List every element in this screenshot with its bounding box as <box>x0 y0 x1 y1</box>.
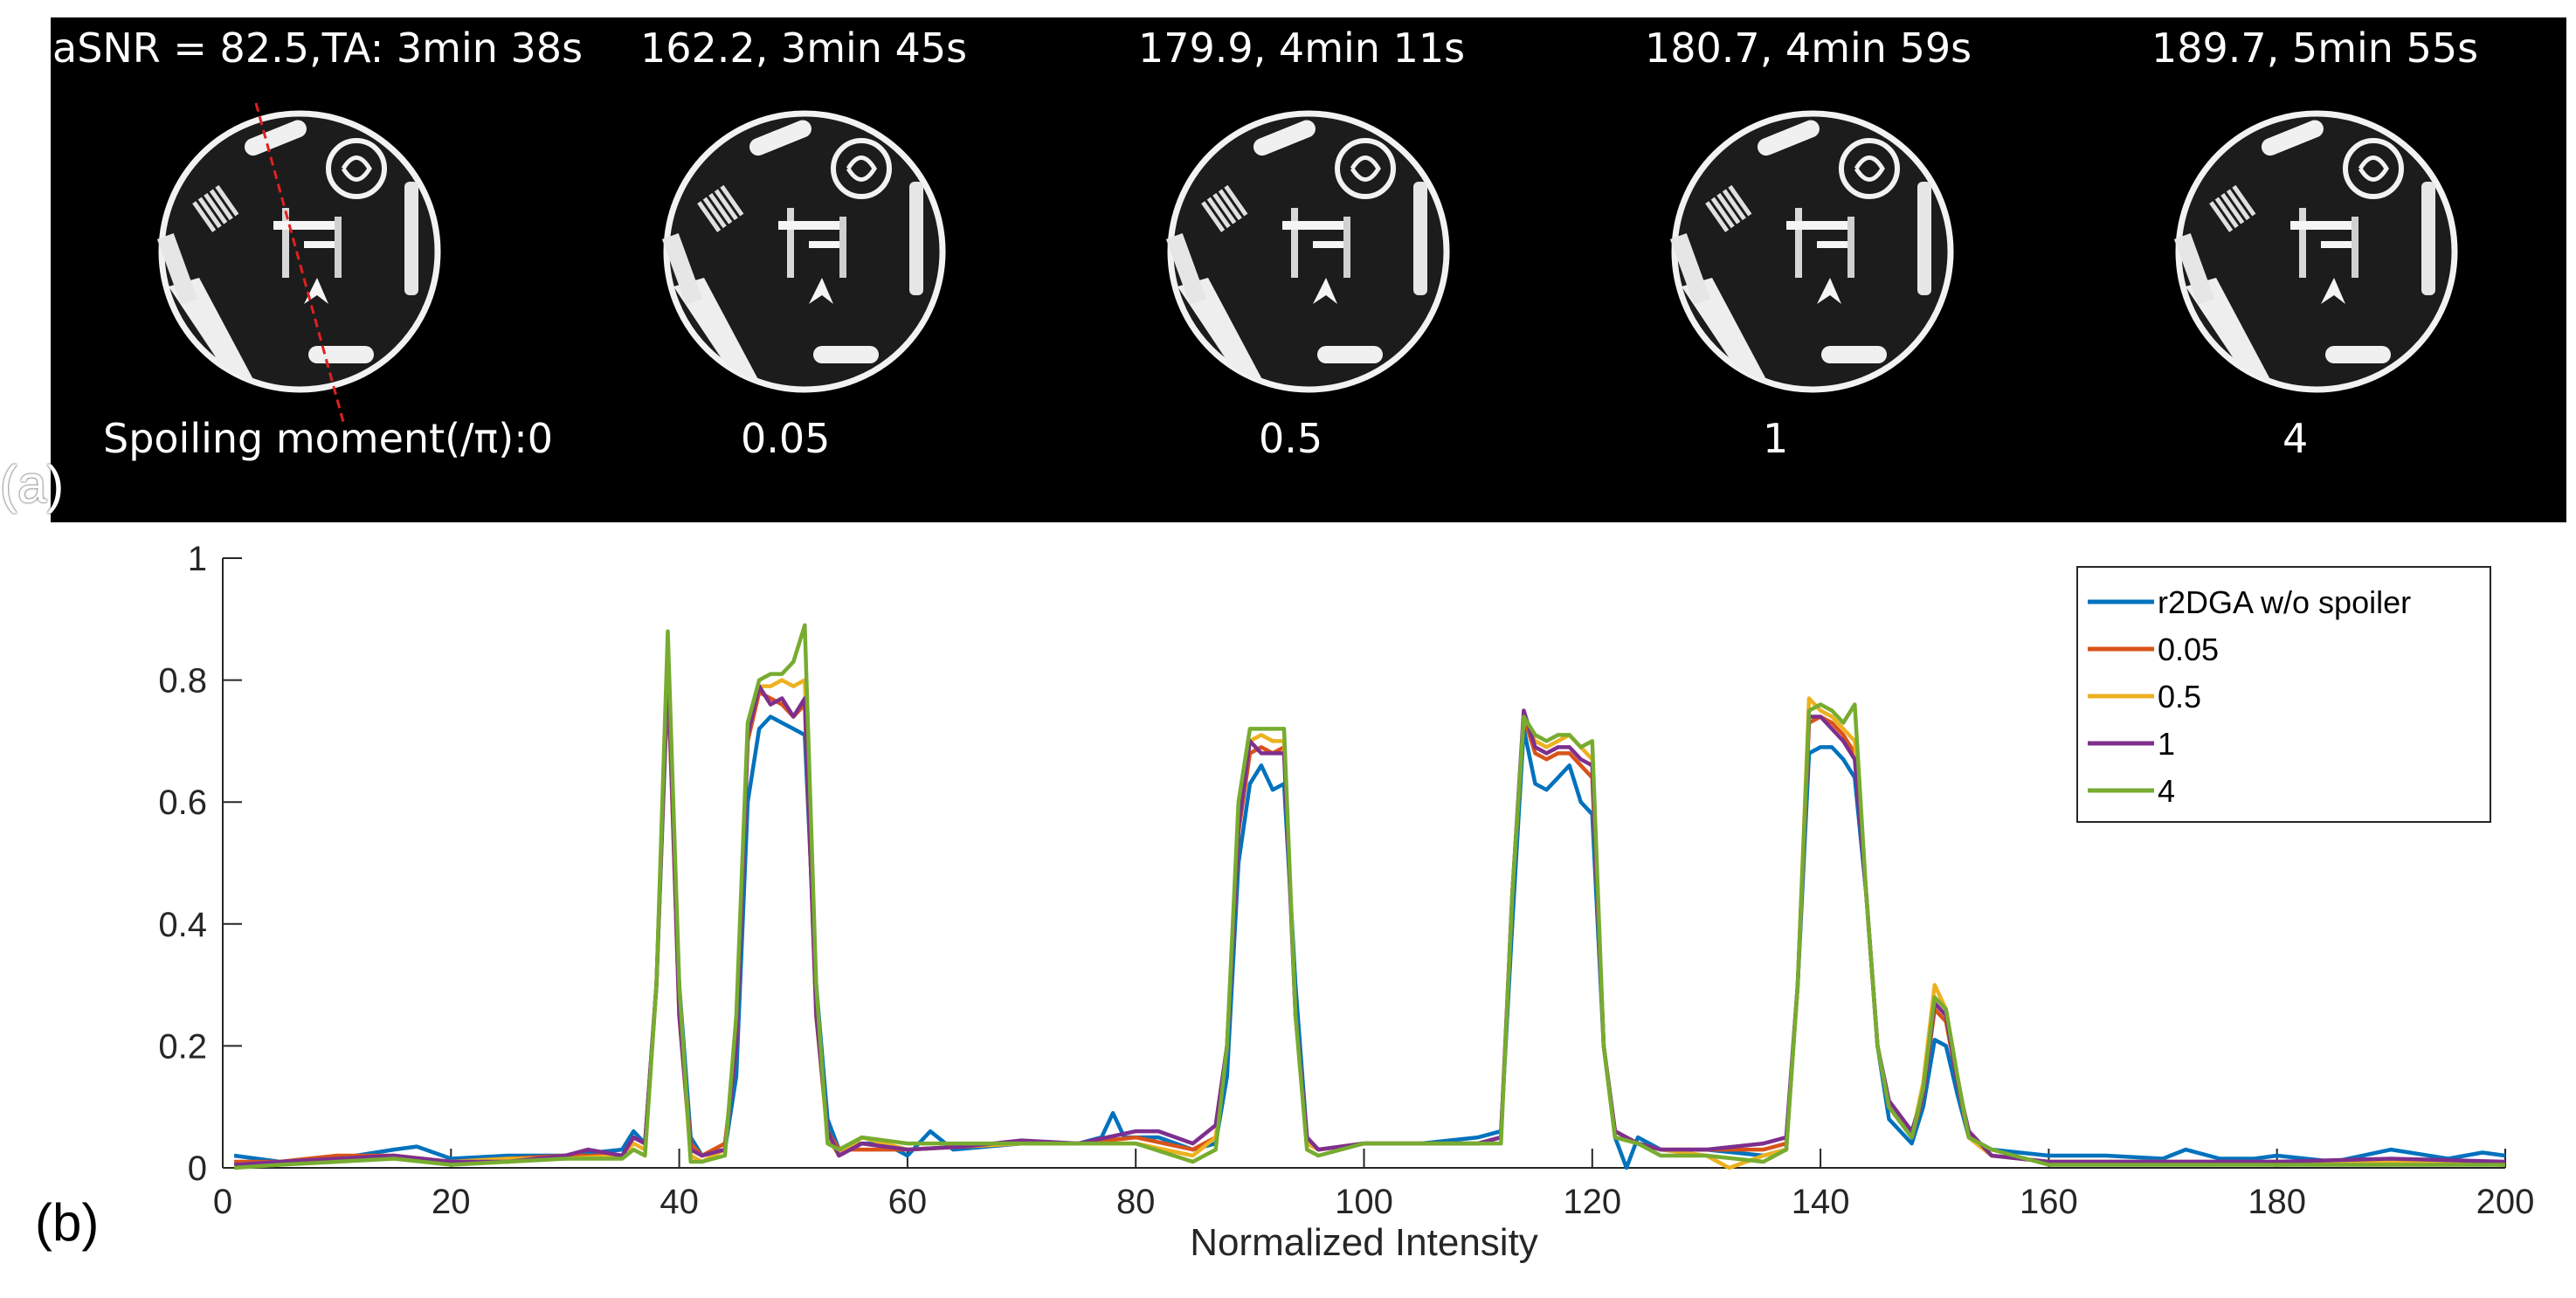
series-line-4 <box>233 623 2505 1170</box>
y-tick-label-1: 0.2 <box>158 1027 207 1066</box>
panel-b-letter: (b) <box>35 1193 100 1252</box>
phantom-3 <box>1669 110 1954 393</box>
mri-image-panel: aSNR = 82.5,TA: 3min 38s 162.2, 3min 45s 1… <box>51 17 2566 522</box>
legend-label-3: 1 <box>2158 726 2175 762</box>
y-tick-label-2: 0.4 <box>158 906 207 944</box>
legend: r2DGA w/o spoiler 0.05 0.5 1 4 <box>2076 566 2491 823</box>
image-title-3: 180.7, 4min 59s <box>1645 24 1972 72</box>
x-tick-label-2: 40 <box>660 1183 699 1221</box>
spoiling-label-4: 4 <box>2282 415 2309 462</box>
spoiling-label-0: Spoiling moment(/π):0 <box>103 415 553 462</box>
panel-a-letter: (a) <box>0 455 65 514</box>
spoiling-label-3: 1 <box>1763 415 1789 462</box>
spoiling-label-2: 0.5 <box>1259 415 1323 462</box>
intensity-profile-chart: 0 20 40 60 80 100 120 140 160 180 200 0 0.2 0.4 0.6 0.8… <box>158 540 2535 1264</box>
x-tick-label-3: 60 <box>888 1183 928 1221</box>
x-tick-label-5: 100 <box>1335 1183 1393 1221</box>
legend-label-0: r2DGA w/o spoiler <box>2158 584 2411 620</box>
y-tick-label-0: 0 <box>188 1150 207 1188</box>
x-tick-label-0: 0 <box>213 1183 232 1221</box>
y-tick-label-4: 0.8 <box>158 662 207 701</box>
x-tick-label-4: 80 <box>1116 1183 1156 1221</box>
y-tick-label-5: 1 <box>188 540 207 578</box>
phantom-0 <box>156 110 441 393</box>
phantom-2 <box>1165 110 1450 393</box>
legend-label-4: 4 <box>2158 773 2175 809</box>
phantom-4 <box>2173 110 2458 393</box>
legend-label-2: 0.5 <box>2158 679 2201 715</box>
image-title-0: aSNR = 82.5,TA: 3min 38s <box>52 24 584 72</box>
x-tick-label-1: 20 <box>432 1183 471 1221</box>
x-tick-label-8: 160 <box>2020 1183 2078 1221</box>
x-axis-label: Normalized Intensity <box>1190 1221 1538 1264</box>
x-tick-label-6: 120 <box>1563 1183 1621 1221</box>
phantom-1 <box>661 110 946 393</box>
image-title-4: 189.7, 5min 55s <box>2151 24 2479 72</box>
x-tick-label-7: 140 <box>1792 1183 1850 1221</box>
image-title-1: 162.2, 3min 45s <box>640 24 968 72</box>
phantom-images <box>156 102 2458 423</box>
image-title-2: 179.9, 4min 11s <box>1138 24 1466 72</box>
y-tick-label-3: 0.6 <box>158 784 207 822</box>
legend-label-1: 0.05 <box>2158 632 2219 667</box>
x-tick-label-10: 200 <box>2476 1183 2535 1221</box>
x-tick-label-9: 180 <box>2248 1183 2306 1221</box>
spoiling-label-1: 0.05 <box>741 415 831 462</box>
